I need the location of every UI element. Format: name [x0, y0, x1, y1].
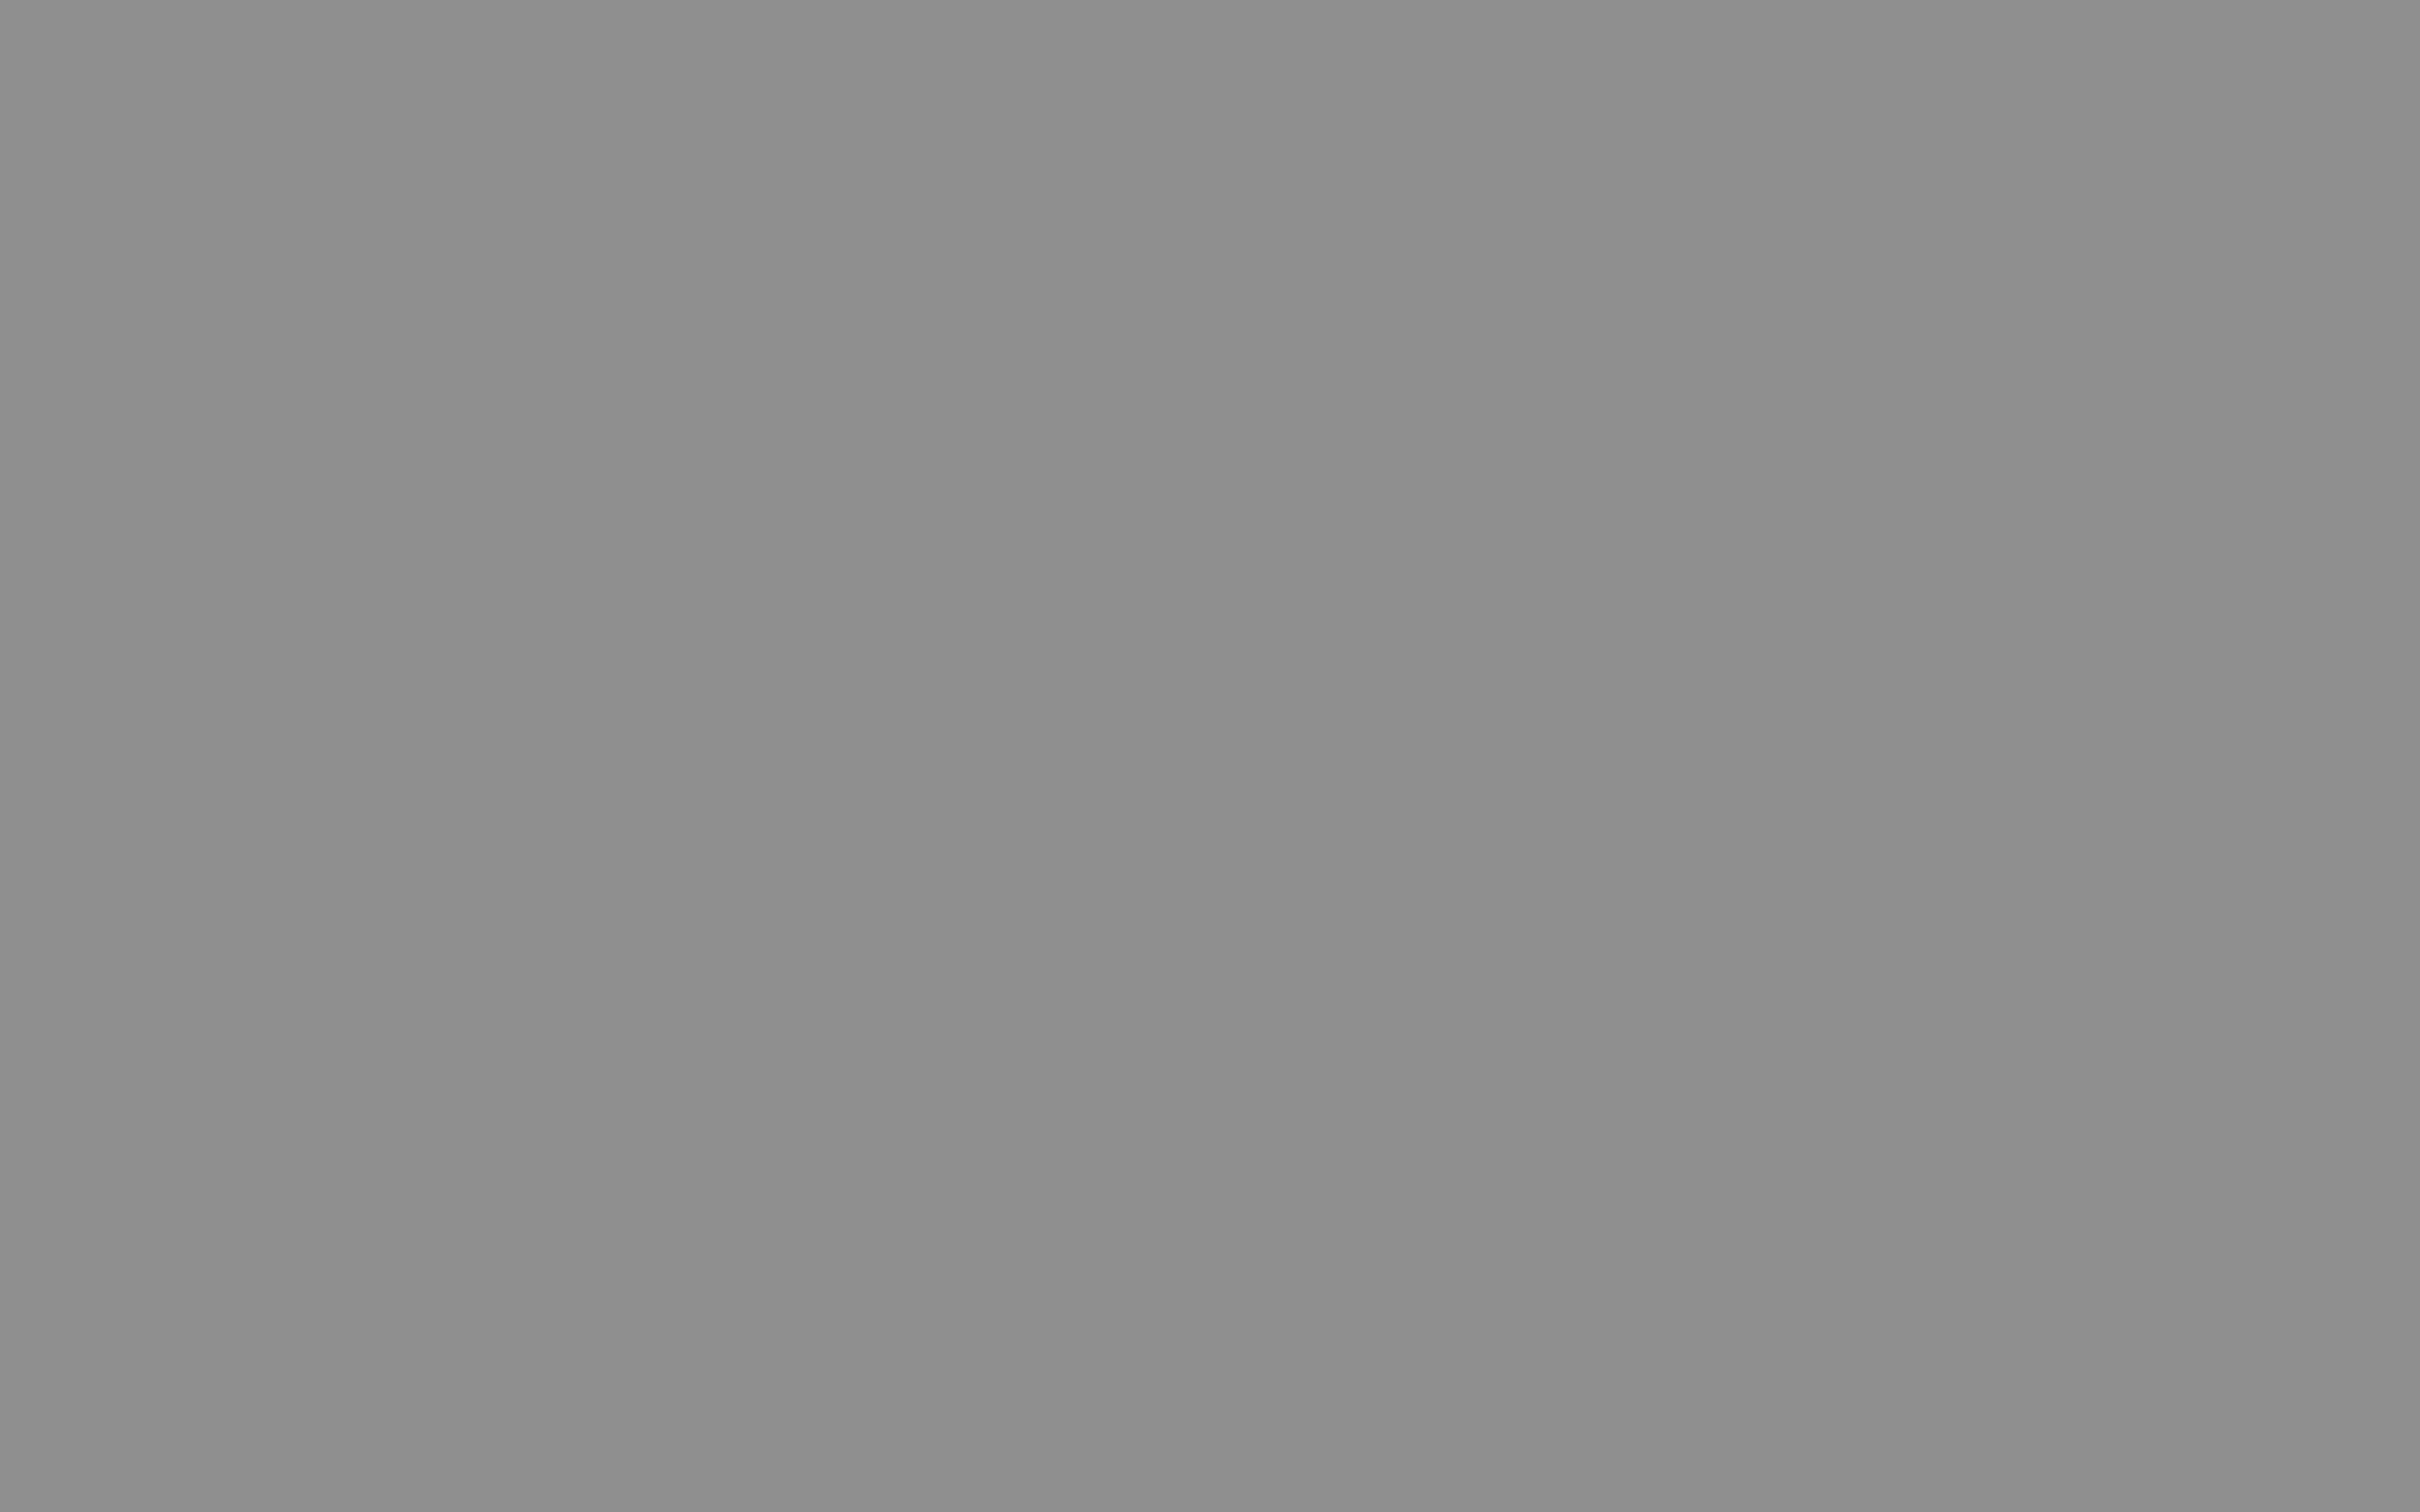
monitor-top-left — [0, 0, 1210, 756]
monitor-bottom-right — [1210, 756, 2420, 1512]
monitor-bottom-left — [0, 756, 1210, 1512]
monitor-top-right — [1210, 0, 2420, 756]
